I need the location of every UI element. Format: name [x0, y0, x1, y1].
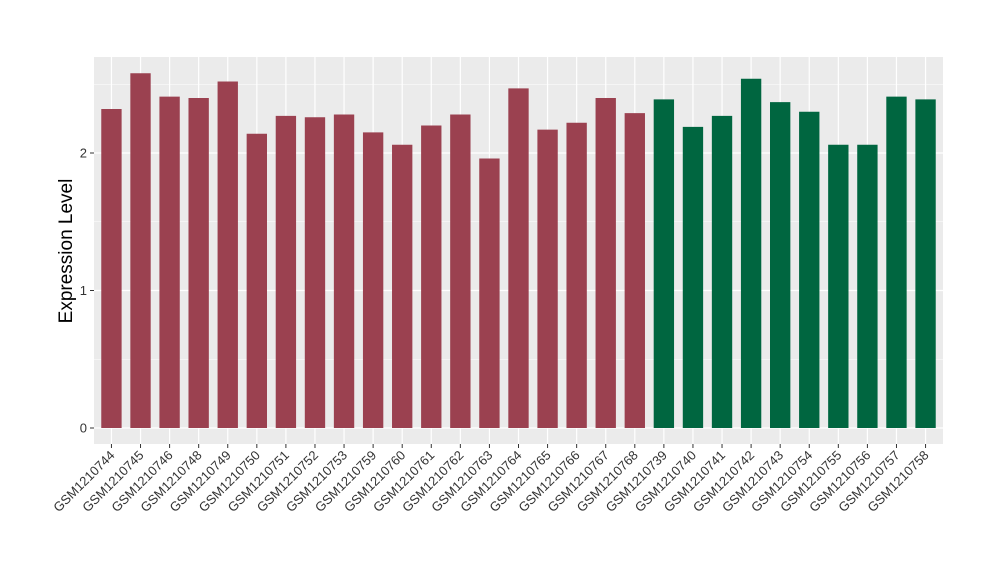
bar-GSM1210748 — [188, 98, 209, 428]
bar-GSM1210750 — [246, 133, 267, 428]
bar-GSM1210745 — [130, 73, 151, 428]
bar-GSM1210753 — [333, 114, 355, 428]
bar-GSM1210741 — [711, 115, 733, 429]
bar-GSM1210754 — [799, 111, 820, 428]
bar-GSM1210767 — [595, 98, 616, 428]
bar-GSM1210764 — [508, 88, 529, 429]
bar-GSM1210768 — [624, 113, 645, 429]
bar-GSM1210763 — [479, 158, 500, 428]
bar-GSM1210755 — [828, 144, 849, 428]
y-axis: 0 1 2 — [80, 146, 94, 436]
bar-GSM1210752 — [304, 117, 326, 428]
bar-GSM1210761 — [421, 125, 442, 428]
bar-GSM1210742 — [740, 78, 762, 428]
y-tick-label: 1 — [80, 283, 87, 298]
bar-GSM1210743 — [770, 102, 791, 429]
bar-GSM1210759 — [362, 132, 384, 429]
bar-GSM1210751 — [275, 115, 297, 429]
bar-GSM1210746 — [159, 96, 180, 429]
bars — [101, 73, 936, 429]
bar-GSM1210749 — [217, 81, 238, 428]
bar-GSM1210762 — [450, 114, 471, 428]
bar-GSM1210739 — [653, 99, 675, 429]
bar-GSM1210757 — [886, 96, 907, 429]
x-axis: GSM1210744GSM1210745GSM1210746GSM1210748… — [50, 444, 932, 515]
y-tick-label: 0 — [80, 421, 87, 436]
y-tick-label: 2 — [80, 146, 87, 161]
bar-GSM1210740 — [682, 126, 704, 429]
bar-GSM1210756 — [857, 144, 878, 428]
bar-GSM1210758 — [915, 99, 936, 429]
bar-GSM1210760 — [392, 144, 413, 428]
y-axis-title: Expression Level — [56, 179, 77, 324]
bar-GSM1210765 — [537, 129, 558, 429]
bar-GSM1210744 — [101, 109, 122, 428]
bar-GSM1210766 — [566, 122, 587, 428]
